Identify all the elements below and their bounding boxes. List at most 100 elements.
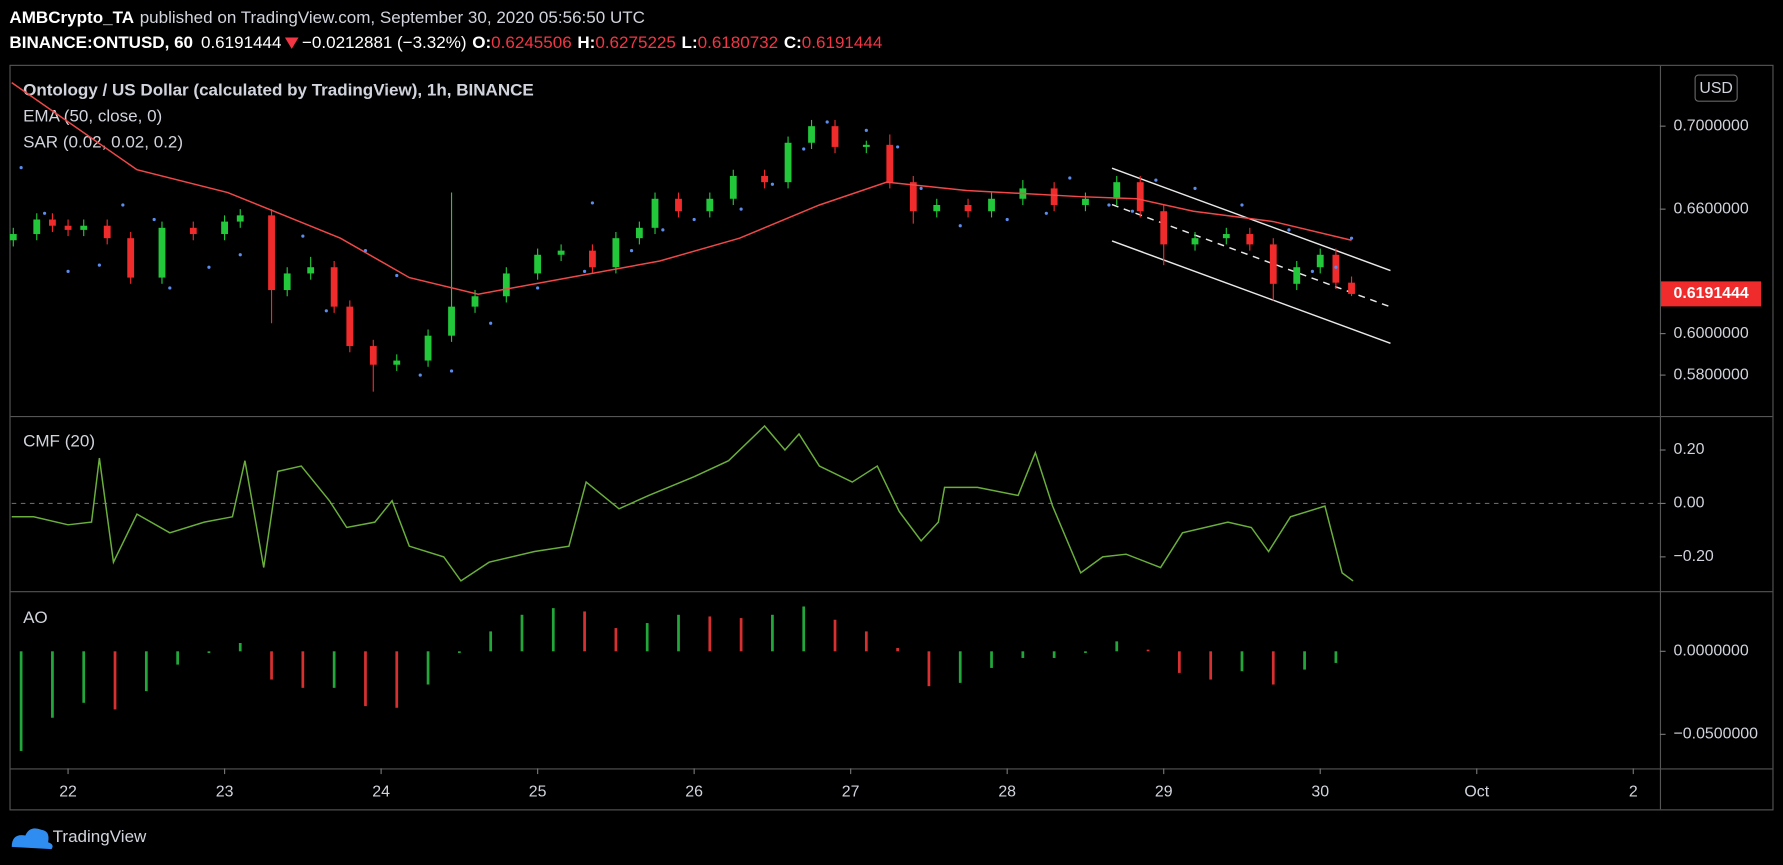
ao-bar	[1271, 651, 1275, 685]
last-price-box	[1661, 281, 1762, 307]
candle-body	[9, 234, 17, 241]
candle-body	[1191, 238, 1199, 245]
y-tick-label: −0.0500000	[1674, 726, 1759, 743]
candle-body	[534, 254, 542, 274]
sar-dot	[1068, 176, 1072, 180]
low-value: 0.6180732	[698, 33, 779, 52]
ao-bar	[677, 614, 680, 652]
ao-bar	[207, 651, 211, 653]
ohlc-label: H:	[577, 33, 595, 52]
symbol-line: BINANCE:ONTUSD, 60 0.6191444 −0.0212881 (−3…	[9, 33, 882, 52]
candle-body	[221, 221, 229, 235]
sar-dot	[238, 253, 242, 257]
sar-dot	[1240, 203, 1244, 207]
line	[11, 81, 1352, 295]
candle-body	[127, 238, 135, 278]
sar-dot	[1107, 203, 1111, 207]
y-tick-label: 0.7000000	[1674, 117, 1749, 134]
ao-bar	[614, 628, 618, 652]
y-tick-label: 0.0000000	[1674, 643, 1749, 660]
sar-dot	[1310, 269, 1314, 273]
sar-dot	[1130, 209, 1135, 213]
sar-dot	[168, 286, 172, 290]
sar-dot	[152, 217, 156, 222]
line	[11, 424, 1354, 582]
ao-bar	[1303, 651, 1306, 670]
ao-bar	[395, 651, 399, 708]
ao-bar	[802, 606, 806, 652]
candle-body	[651, 198, 659, 228]
sar-dot	[629, 249, 634, 253]
sar-dot	[1154, 178, 1158, 182]
currency-badge[interactable]	[1694, 74, 1738, 102]
sar-dot	[1334, 265, 1338, 269]
x-tick-label: 29	[1155, 783, 1173, 800]
ao-bar	[896, 647, 899, 652]
symbol: BINANCE:ONTUSD, 60	[9, 33, 193, 52]
legend-entry: AO	[23, 608, 48, 627]
brand-logo[interactable]: TradingView	[11, 827, 147, 850]
sar-dot	[207, 265, 211, 269]
close-value: 0.6191444	[802, 33, 883, 52]
ao-bar	[520, 614, 524, 652]
sar-dot	[582, 269, 587, 273]
ohlc-label: C:	[784, 33, 802, 52]
ao-bar	[1178, 651, 1181, 673]
candle-body	[189, 227, 197, 235]
sar-dot	[418, 373, 422, 377]
candle-body	[557, 250, 565, 255]
x-tick-label: 22	[59, 783, 77, 800]
y-tick-label: 0.5800000	[1674, 366, 1749, 383]
chart-title: Ontology / US Dollar (calculated by Trad…	[23, 80, 534, 99]
ao-bar	[144, 651, 148, 692]
sar-dot	[43, 211, 47, 215]
x-tick-label: Oct	[1464, 783, 1489, 800]
candle-body	[1222, 234, 1230, 239]
currency: USD	[1699, 80, 1733, 97]
candle-body	[706, 198, 714, 212]
candle-body	[1316, 254, 1324, 268]
ao-bar	[927, 651, 931, 687]
sar-dot	[363, 249, 368, 253]
ao-bar	[833, 619, 837, 652]
change: −0.0212881	[302, 33, 392, 52]
candle-body	[448, 306, 455, 336]
ao-bar	[51, 651, 54, 718]
ohlc-label: L:	[682, 33, 698, 52]
ao-bar	[1052, 651, 1056, 658]
change-pct: (−3.32%)	[397, 33, 467, 52]
sar-dot	[825, 120, 829, 124]
candle-body	[635, 227, 643, 239]
candle-body	[675, 198, 682, 212]
candle-body	[471, 296, 479, 307]
x-tick-label: 28	[998, 783, 1016, 800]
candle-body	[236, 215, 244, 222]
ao-bar	[551, 608, 555, 652]
candle-body	[729, 175, 737, 199]
candle-body	[1348, 282, 1355, 294]
sar-dot	[19, 166, 23, 170]
candle-body	[1269, 244, 1277, 284]
ao-bar	[1115, 641, 1119, 652]
y-tick-label: 0.6000000	[1674, 325, 1749, 342]
ao-bar	[771, 614, 774, 652]
sar-dot	[324, 309, 328, 313]
sar-dot	[770, 182, 775, 186]
last-price: 0.6191444	[201, 33, 282, 52]
legend-entry: SAR (0.02, 0.02, 0.2)	[23, 133, 183, 152]
sar-dot	[1193, 186, 1197, 190]
ao-bar	[1240, 651, 1244, 672]
x-tick-label: 23	[216, 783, 234, 800]
ao-bar	[1021, 651, 1025, 658]
legend-entry: EMA (50, close, 0)	[23, 107, 162, 126]
candle-body	[369, 346, 377, 365]
candle-body	[988, 198, 995, 212]
candle-body	[33, 219, 41, 235]
sar-dot	[661, 228, 665, 232]
candle-body	[589, 250, 596, 268]
candle-body	[49, 219, 56, 226]
x-tick-label: 30	[1311, 783, 1329, 800]
sar-dot	[739, 207, 743, 211]
candle-body	[307, 267, 315, 274]
candle-body	[424, 335, 432, 361]
